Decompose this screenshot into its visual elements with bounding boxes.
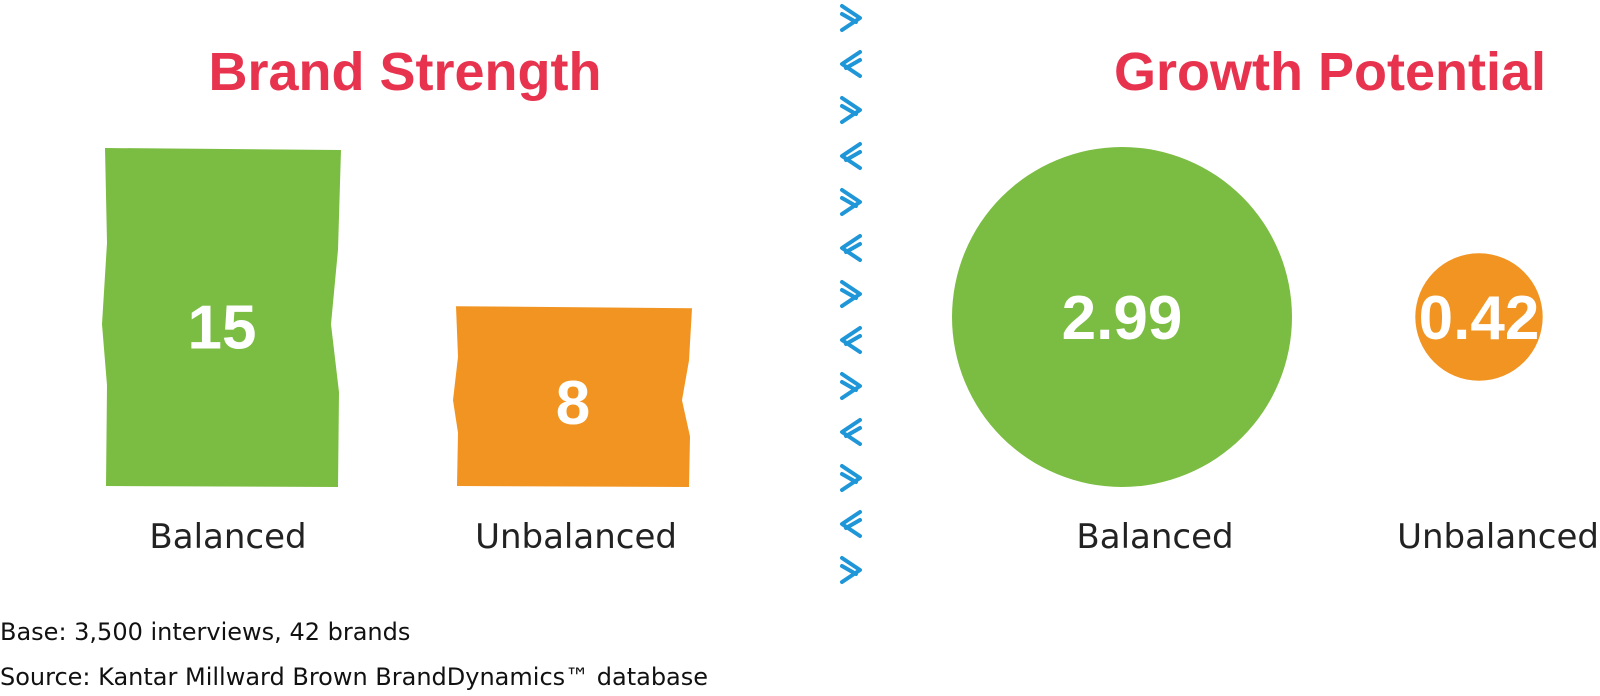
bubble-category-label-balanced: Balanced — [1076, 517, 1233, 557]
chevron-right-icon — [840, 280, 862, 308]
bubble-unbalanced — [1415, 253, 1543, 381]
chevron-right-icon — [840, 556, 862, 584]
chevron-left-icon — [840, 234, 862, 262]
brand-strength-chart: Brand Strength 15 8 Balanced Unbalanced — [102, 42, 692, 557]
chevron-right-icon — [840, 4, 862, 32]
bar-unbalanced — [453, 306, 692, 487]
brand-strength-title: Brand Strength — [208, 42, 601, 102]
bar-balanced — [102, 148, 341, 487]
bubble-category-label-unbalanced: Unbalanced — [1397, 517, 1599, 557]
bar-category-label-balanced: Balanced — [149, 517, 306, 557]
chevron-left-icon — [840, 510, 862, 538]
chevron-right-icon — [840, 188, 862, 216]
chevron-left-icon — [840, 326, 862, 354]
chevron-right-icon — [840, 96, 862, 124]
bubble-value-label-balanced: 2.99 — [1062, 284, 1183, 353]
chevron-left-icon — [840, 142, 862, 170]
chevron-left-icon — [840, 50, 862, 78]
chevron-left-icon — [840, 418, 862, 446]
bubble-balanced — [952, 147, 1292, 487]
chevron-right-icon — [840, 464, 862, 492]
bar-value-label-unbalanced: 8 — [556, 369, 590, 438]
chevron-divider — [840, 4, 862, 584]
chevron-right-icon — [840, 372, 862, 400]
bar-value-label-balanced: 15 — [188, 293, 257, 362]
growth-potential-title: Growth Potential — [1114, 42, 1546, 102]
base-footnote: Base: 3,500 interviews, 42 brands — [0, 618, 411, 646]
bubble-value-label-unbalanced: 0.42 — [1419, 284, 1540, 353]
bar-category-label-unbalanced: Unbalanced — [475, 517, 677, 557]
source-footnote: Source: Kantar Millward Brown BrandDynam… — [0, 663, 709, 691]
growth-potential-chart: Growth Potential 2.99 0.42 Balanced Unbal… — [952, 42, 1599, 557]
